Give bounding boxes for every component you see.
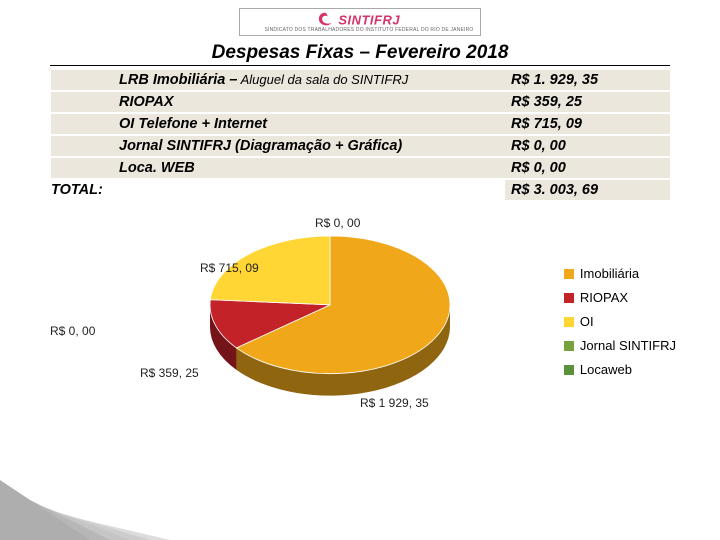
expense-value: R$ 715, 09 — [505, 114, 670, 134]
legend-label: OI — [580, 314, 594, 329]
table-row: LRB Imobiliária – Aluguel da sala do SIN… — [51, 70, 670, 92]
legend-label: RIOPAX — [580, 290, 628, 305]
pie-chart: Imobiliária RIOPAX OI Jornal SINTIFRJ Locawe… — [40, 206, 680, 496]
expense-desc: OI Telefone + Internet — [113, 114, 505, 134]
legend: Imobiliária RIOPAX OI Jornal SINTIFRJ Locawe… — [564, 266, 676, 386]
legend-item: OI — [564, 314, 676, 329]
table-row: OI Telefone + InternetR$ 715, 09 — [51, 114, 670, 136]
pie-label-jornal: R$ 0, 00 — [315, 216, 360, 230]
logo-sub: SINDICATO DOS TRABALHADORES DO INSTITUTO… — [264, 27, 473, 33]
legend-swatch-icon — [564, 317, 574, 327]
legend-swatch-icon — [564, 365, 574, 375]
legend-item: Imobiliária — [564, 266, 676, 281]
legend-label: Imobiliária — [580, 266, 639, 281]
logo-area: SINTIFRJ SINDICATO DOS TRABALHADORES DO … — [0, 0, 720, 36]
legend-item: RIOPAX — [564, 290, 676, 305]
legend-item: Jornal SINTIFRJ — [564, 338, 676, 353]
pie-label-locaweb: R$ 0, 00 — [50, 324, 95, 338]
expense-desc: Jornal SINTIFRJ (Diagramação + Gráfica) — [113, 136, 505, 156]
total-label: TOTAL: — [51, 180, 113, 200]
legend-swatch-icon — [564, 293, 574, 303]
legend-swatch-icon — [564, 269, 574, 279]
table-row: Loca. WEBR$ 0, 00 — [51, 158, 670, 180]
page-title: Despesas Fixas – Fevereiro 2018 — [50, 42, 670, 66]
pie-label-oi: R$ 715, 09 — [200, 261, 259, 275]
corner-decoration-icon — [0, 470, 170, 540]
expense-table: LRB Imobiliária – Aluguel da sala do SIN… — [50, 70, 670, 202]
total-row: TOTAL: R$ 3. 003, 69 — [51, 180, 670, 202]
table-row: Jornal SINTIFRJ (Diagramação + Gráfica)R… — [51, 136, 670, 158]
table-row: RIOPAXR$ 359, 25 — [51, 92, 670, 114]
legend-label: Jornal SINTIFRJ — [580, 338, 676, 353]
legend-swatch-icon — [564, 341, 574, 351]
legend-label: Locaweb — [580, 362, 632, 377]
expense-desc: RIOPAX — [113, 92, 505, 112]
legend-item: Locaweb — [564, 362, 676, 377]
expense-value: R$ 1. 929, 35 — [505, 70, 670, 90]
pie-label-imobiliaria: R$ 1 929, 35 — [360, 396, 429, 410]
logo-text: SINTIFRJ — [338, 13, 400, 28]
pie-label-riopax: R$ 359, 25 — [140, 366, 199, 380]
expense-value: R$ 0, 00 — [505, 136, 670, 156]
expense-desc: Loca. WEB — [113, 158, 505, 178]
logo: SINTIFRJ SINDICATO DOS TRABALHADORES DO … — [239, 8, 480, 36]
expense-desc: LRB Imobiliária – Aluguel da sala do SIN… — [113, 70, 505, 90]
expense-value: R$ 359, 25 — [505, 92, 670, 112]
expense-value: R$ 0, 00 — [505, 158, 670, 178]
total-value: R$ 3. 003, 69 — [505, 180, 670, 200]
